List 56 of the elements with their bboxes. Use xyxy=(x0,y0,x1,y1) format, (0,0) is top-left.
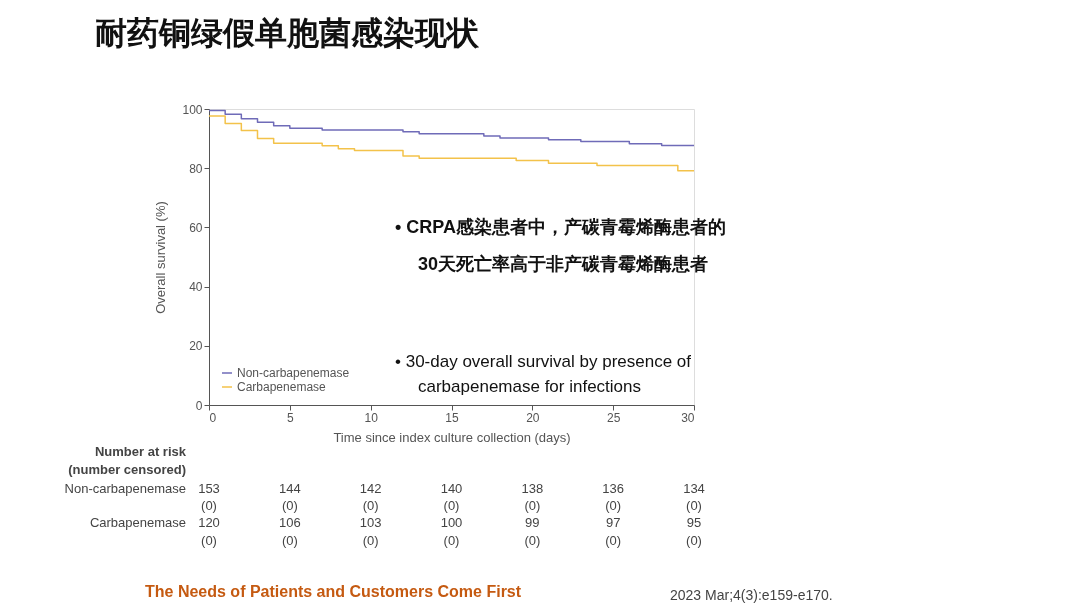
text: (0) xyxy=(443,498,460,513)
text: (0) xyxy=(524,533,541,548)
text: (number censored) xyxy=(68,462,186,477)
y-tick-label: 80 xyxy=(189,161,203,176)
text: 97 xyxy=(605,515,621,530)
text: The Needs of Patients and Customers Come First xyxy=(145,583,522,600)
text: 136 xyxy=(602,481,625,496)
text: (0) xyxy=(362,533,379,548)
x-tick-label: 5 xyxy=(286,410,294,425)
text: 2023 Mar;4(3):e159-e170. xyxy=(670,587,833,603)
y-axis-title: Overall survival (%) xyxy=(153,201,169,314)
text: (0) xyxy=(605,498,622,513)
annotation: • 30-day overall survival by presence of xyxy=(395,352,692,371)
x-tick-label: 10 xyxy=(364,410,379,425)
chart-title: 耐药铜绿假单胞菌感染现状 xyxy=(95,15,480,51)
text: (0) xyxy=(686,533,702,548)
legend-label: Non-carbapenemase xyxy=(237,366,350,380)
y-tick-label: 60 xyxy=(189,220,203,235)
x-tick-label: 0 xyxy=(209,410,217,425)
text: 100 xyxy=(440,515,463,530)
text: 106 xyxy=(278,515,301,530)
text: 140 xyxy=(440,481,463,496)
y-tick-label: 40 xyxy=(189,280,203,295)
x-axis-title: Time since index culture collection (days) xyxy=(333,429,571,445)
y-tick-label: 100 xyxy=(182,102,203,117)
text: (0) xyxy=(201,533,217,548)
text: 153 xyxy=(198,481,220,496)
text: (0) xyxy=(524,498,541,513)
text: Number at risk xyxy=(94,444,187,459)
annotation: • CRPA感染患者中，产碳青霉烯酶患者的 xyxy=(395,217,726,237)
text: (0) xyxy=(686,498,702,513)
text: 144 xyxy=(278,481,301,496)
text: (0) xyxy=(605,533,622,548)
text: 134 xyxy=(683,481,705,496)
text: 120 xyxy=(198,515,220,530)
annotation: carbapenemase for infections xyxy=(418,377,642,396)
annotation: 30天死亡率高于非产碳青霉烯酶患者 xyxy=(418,254,709,274)
text: 103 xyxy=(359,515,382,530)
text: 95 xyxy=(686,515,702,530)
text: (0) xyxy=(362,498,379,513)
x-tick-label: 15 xyxy=(445,410,459,425)
text: 138 xyxy=(521,481,544,496)
text: 142 xyxy=(359,481,382,496)
text: (0) xyxy=(443,533,460,548)
text: (0) xyxy=(201,498,217,513)
text: (0) xyxy=(281,533,298,548)
y-tick-label: 20 xyxy=(189,339,203,354)
x-tick-label: 25 xyxy=(606,410,621,425)
text: Carbapenemase xyxy=(89,515,186,530)
text: 99 xyxy=(525,515,540,530)
text: Non-carbapenemase xyxy=(64,481,186,496)
legend-label: Carbapenemase xyxy=(237,380,327,394)
y-tick-label: 0 xyxy=(195,398,203,413)
text: (0) xyxy=(281,498,298,513)
x-tick-label: 20 xyxy=(526,410,540,425)
x-tick-label: 30 xyxy=(681,410,695,425)
